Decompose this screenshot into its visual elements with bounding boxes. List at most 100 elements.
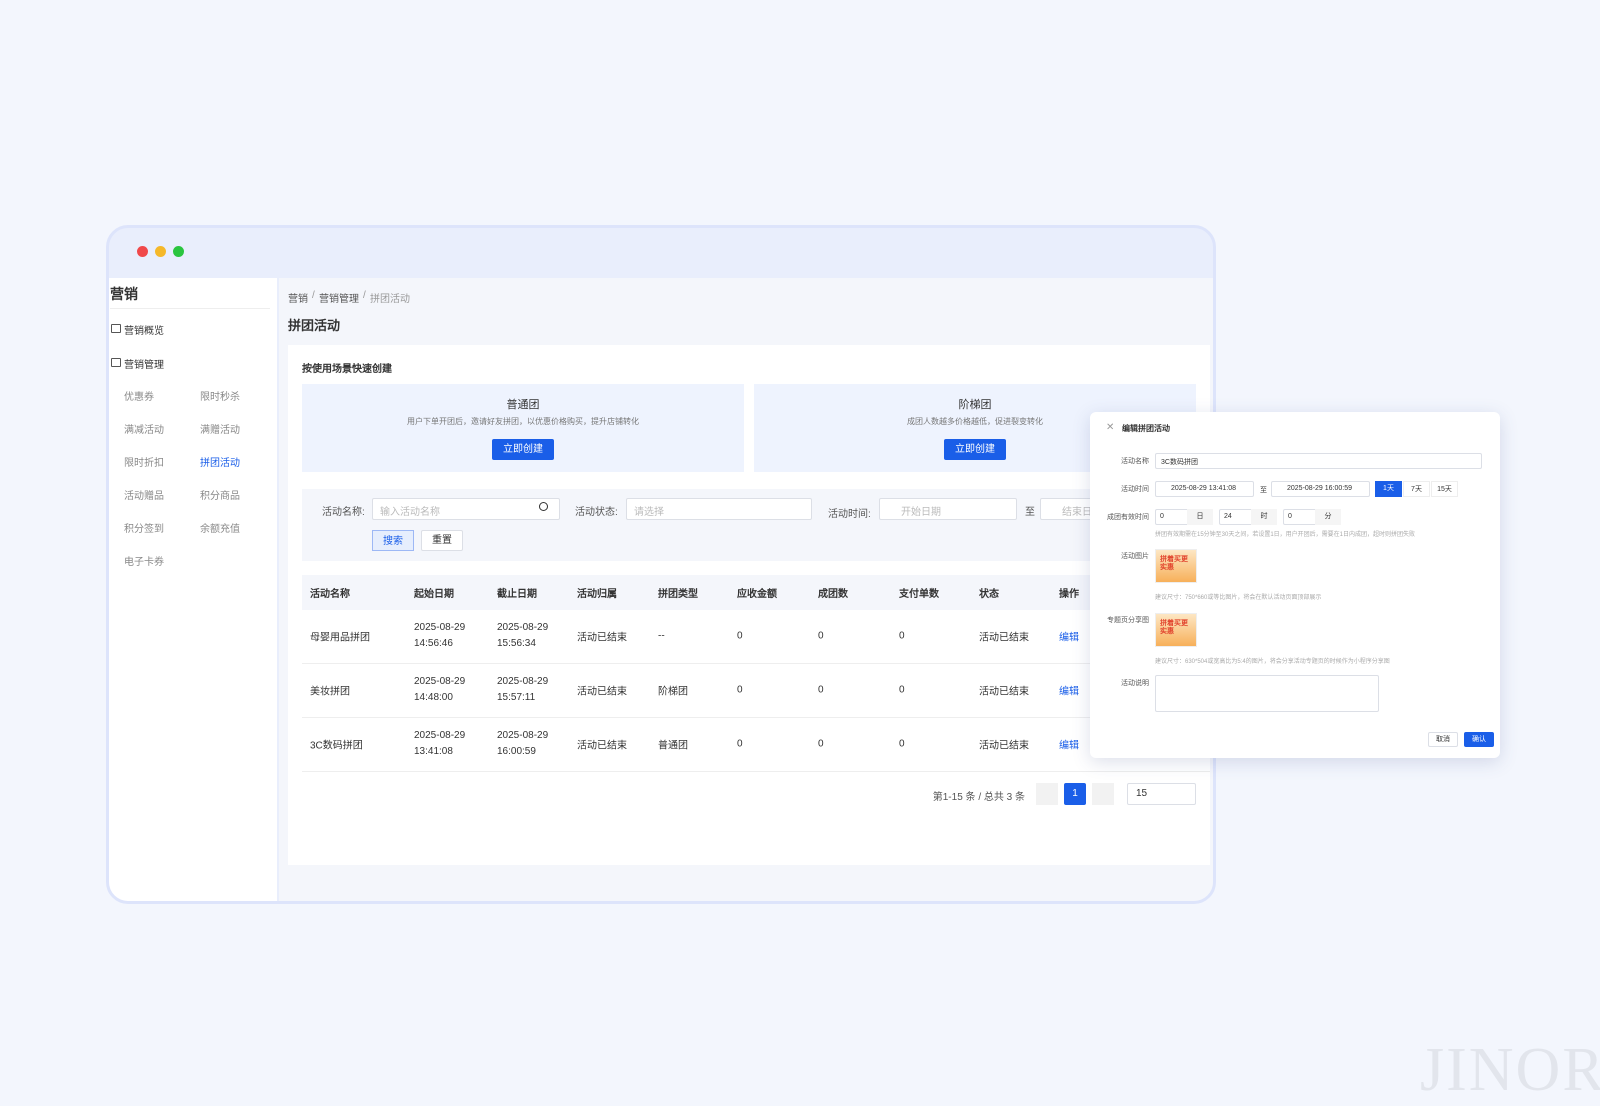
dot — [137, 246, 148, 257]
row-divider — [302, 663, 1210, 664]
range-button[interactable]: 1天 — [1375, 481, 1402, 497]
edit-link[interactable]: 编辑 — [1059, 740, 1079, 752]
column-header: 应收金额 — [737, 589, 777, 600]
card-desc: 用户下单开团后，邀请好友拼团，以优惠价格购买，提升店铺转化 — [407, 417, 639, 426]
input-value: 0 — [1288, 513, 1292, 520]
next-page[interactable] — [1092, 783, 1114, 805]
table-cell: 0 — [737, 738, 743, 750]
date-input[interactable] — [1271, 481, 1370, 497]
date-input[interactable] — [879, 498, 1017, 520]
input-value: 24 — [1224, 513, 1232, 520]
form-label: 活动说明 — [1121, 680, 1149, 687]
unit: 分 — [1315, 509, 1341, 525]
cancel-button[interactable]: 取消 — [1428, 732, 1458, 747]
prev-page[interactable] — [1036, 783, 1058, 805]
range-sep: 至 — [1260, 487, 1267, 494]
table-cell: -- — [658, 630, 665, 642]
table-cell: 0 — [737, 684, 743, 696]
table-cell: 美妆拼团 — [310, 686, 350, 698]
input-value: 2025-08-29 13:41:08 — [1171, 485, 1236, 492]
input-value: 3C数码拼团 — [1161, 459, 1198, 466]
input-value: 0 — [1160, 513, 1164, 520]
range-sep: 至 — [1025, 507, 1035, 518]
column-header: 状态 — [979, 589, 999, 600]
submenu-item[interactable]: 活动赠品 — [124, 491, 164, 502]
status-select[interactable] — [626, 498, 812, 520]
share-thumbnail[interactable]: 拼着买更实惠 — [1155, 613, 1197, 647]
search-button[interactable]: 搜索 — [372, 530, 414, 551]
range-button[interactable]: 15天 — [1431, 481, 1458, 497]
text-input[interactable] — [1155, 453, 1482, 469]
form-label: 成团有效时间 — [1107, 514, 1149, 521]
page-button[interactable]: 1 — [1064, 783, 1086, 805]
submenu-item[interactable]: 电子卡券 — [124, 557, 164, 568]
breadcrumb-item[interactable]: 营销 — [288, 294, 308, 305]
close-icon: ✕ — [1106, 422, 1115, 433]
range-button[interactable]: 7天 — [1403, 481, 1430, 497]
submenu-item[interactable]: 限时折扣 — [124, 458, 164, 469]
table-cell: 活动已结束 — [979, 740, 1029, 752]
table-cell: 母婴用品拼团 — [310, 632, 370, 644]
table-cell: 活动已结束 — [979, 632, 1029, 644]
table-cell: 2025-08-29 15:56:34 — [497, 622, 549, 649]
filter-label: 活动名称: — [322, 507, 365, 518]
form-label: 活动时间 — [1121, 486, 1149, 493]
create-button[interactable]: 立即创建 — [944, 439, 1006, 460]
breadcrumb-separator: / — [312, 290, 315, 301]
page-title: 拼团活动 — [288, 318, 341, 333]
submenu-item[interactable]: 积分商品 — [200, 491, 240, 502]
dot — [155, 246, 166, 257]
reset-button[interactable]: 重置 — [421, 530, 463, 551]
table-cell: 阶梯团 — [658, 686, 688, 698]
table-cell: 0 — [818, 630, 824, 642]
create-button[interactable]: 立即创建 — [492, 439, 554, 460]
column-header: 操作 — [1059, 589, 1079, 600]
watermark: JINOR — [1420, 1036, 1600, 1104]
table-cell: 2025-08-29 14:56:46 — [414, 622, 466, 649]
hint: 拼团有效期需在15分钟至30天之间，若设置1日，用户开团后，需要在1日内成团，超… — [1155, 532, 1416, 538]
card-title: 普通团 — [506, 399, 540, 411]
table-cell: 0 — [818, 738, 824, 750]
breadcrumb-item: 拼团活动 — [370, 294, 410, 305]
textarea[interactable] — [1155, 675, 1379, 712]
submenu-item[interactable]: 满减活动 — [124, 425, 164, 436]
menu-icon — [111, 324, 121, 333]
table-header — [302, 575, 1210, 610]
submenu-item[interactable]: 限时秒杀 — [200, 392, 240, 403]
filter-label: 活动时间: — [828, 509, 871, 520]
table-cell: 2025-08-29 13:41:08 — [414, 730, 466, 757]
date-input[interactable] — [1155, 481, 1254, 497]
table-cell: 普通团 — [658, 740, 688, 752]
table-cell: 3C数码拼团 — [310, 740, 363, 752]
column-header: 成团数 — [818, 589, 848, 600]
submenu-item[interactable]: 拼团活动 — [200, 458, 240, 469]
menu-item[interactable]: 营销管理 — [124, 360, 164, 371]
menu-item[interactable]: 营销概览 — [124, 326, 164, 337]
hint: 建议尺寸：630*504或宽高比为5:4的图片，将会分享活动专题页的时候作为小程… — [1155, 659, 1390, 665]
form-label: 专题页分享图 — [1107, 617, 1149, 624]
image-thumbnail[interactable]: 拼着买更实惠 — [1155, 549, 1197, 583]
edit-link[interactable]: 编辑 — [1059, 632, 1079, 644]
table-cell: 0 — [899, 630, 905, 642]
edit-link[interactable]: 编辑 — [1059, 686, 1079, 698]
table-cell: 2025-08-29 15:57:11 — [497, 676, 549, 703]
filter-label: 活动状态: — [575, 507, 618, 518]
card-title: 阶梯团 — [958, 399, 992, 411]
submenu-item[interactable]: 满赠活动 — [200, 425, 240, 436]
submenu-item[interactable]: 积分签到 — [124, 524, 164, 535]
submenu-item[interactable]: 优惠券 — [124, 392, 154, 403]
column-header: 支付单数 — [899, 589, 939, 600]
pagination-summary: 第1-15 条 / 总共 3 条 — [932, 792, 1025, 803]
page-size-select[interactable] — [1127, 783, 1196, 805]
column-header: 拼团类型 — [658, 589, 698, 600]
submenu-item[interactable]: 余额充值 — [200, 524, 240, 535]
name-input[interactable] — [372, 498, 560, 520]
confirm-button[interactable]: 确认 — [1464, 732, 1494, 747]
breadcrumb-item[interactable]: 营销管理 — [319, 294, 359, 305]
search-icon — [539, 502, 548, 511]
form-label: 活动图片 — [1121, 553, 1149, 560]
column-header: 起始日期 — [414, 589, 454, 600]
modal-title: 编辑拼团活动 — [1122, 424, 1170, 433]
table-cell: 0 — [899, 738, 905, 750]
